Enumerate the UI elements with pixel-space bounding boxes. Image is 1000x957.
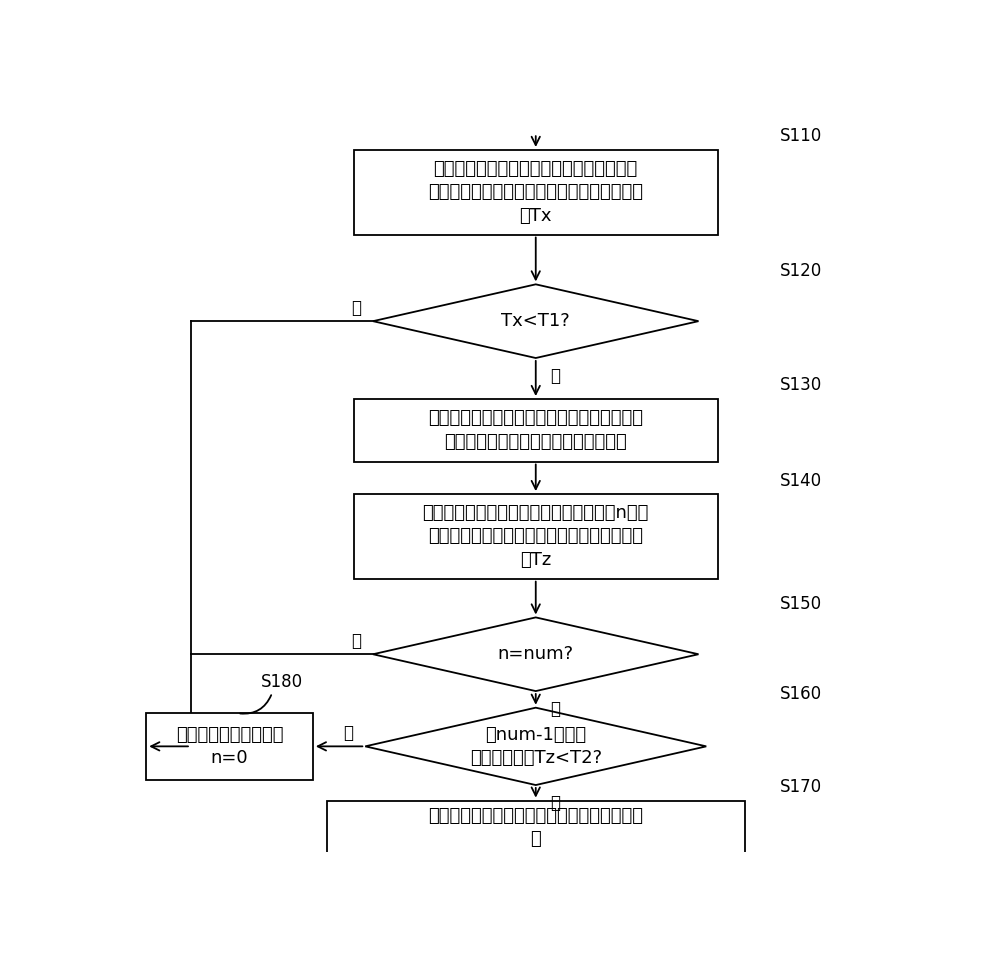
Text: 否: 否: [351, 632, 361, 650]
Text: 导通旁通回路，对空调器进行旁通化霜，并在
满足旁通化霜退出条件时断开旁通回路: 导通旁通回路，对空调器进行旁通化霜，并在 满足旁通化霜退出条件时断开旁通回路: [428, 410, 643, 451]
Text: S110: S110: [780, 127, 822, 145]
Text: 是: 是: [550, 794, 560, 812]
Text: S130: S130: [780, 376, 822, 394]
Text: S180: S180: [261, 673, 303, 691]
FancyBboxPatch shape: [354, 494, 718, 579]
Text: 是: 是: [550, 367, 560, 385]
Text: 控制四通阀换向，对空调器进行四通阀切向化
霜: 控制四通阀换向，对空调器进行四通阀切向化 霜: [428, 807, 643, 848]
Text: S170: S170: [780, 778, 822, 796]
Text: 在旁通回路断开时，记录旁通化霜的次数n，并
获取制热时室外微通道平行流换热器的最低温
度Tz: 在旁通回路断开时，记录旁通化霜的次数n，并 获取制热时室外微通道平行流换热器的最…: [423, 503, 649, 569]
Text: 空调器制热模式运行第一预置时间时，开始
获取制热时室外微通道平行流换热器入口的温
度Tx: 空调器制热模式运行第一预置时间时，开始 获取制热时室外微通道平行流换热器入口的温…: [428, 160, 643, 225]
Text: 否: 否: [344, 724, 354, 742]
Text: 第num-1次旁通
化霜结束时的Tz<T2?: 第num-1次旁通 化霜结束时的Tz<T2?: [470, 725, 602, 768]
Text: S140: S140: [780, 472, 822, 490]
FancyBboxPatch shape: [354, 399, 718, 461]
FancyBboxPatch shape: [146, 713, 313, 780]
FancyBboxPatch shape: [354, 150, 718, 234]
Polygon shape: [373, 284, 698, 358]
Text: 是: 是: [550, 700, 560, 718]
Polygon shape: [365, 707, 706, 785]
Text: S120: S120: [780, 262, 822, 279]
Text: n=num?: n=num?: [498, 645, 574, 663]
Text: 进入正常的制热模式，
n=0: 进入正常的制热模式， n=0: [176, 725, 283, 768]
Text: S160: S160: [780, 685, 822, 703]
Text: S150: S150: [780, 595, 822, 613]
Polygon shape: [373, 617, 698, 691]
FancyBboxPatch shape: [326, 800, 745, 855]
Text: Tx<T1?: Tx<T1?: [501, 312, 570, 330]
Text: 否: 否: [351, 299, 361, 317]
